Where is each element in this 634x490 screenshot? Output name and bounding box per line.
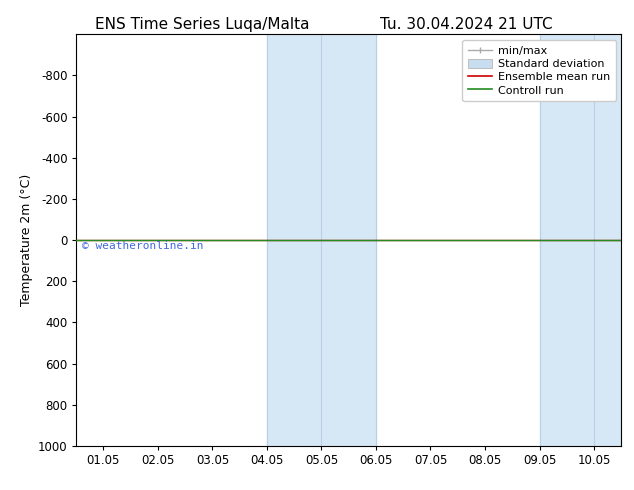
Text: Tu. 30.04.2024 21 UTC: Tu. 30.04.2024 21 UTC [380,17,553,32]
Bar [540,34,621,446]
Text: ENS Time Series Luqa/Malta: ENS Time Series Luqa/Malta [95,17,309,32]
Y-axis label: Temperature 2m (°C): Temperature 2m (°C) [20,174,32,306]
Legend: min/max, Standard deviation, Ensemble mean run, Controll run: min/max, Standard deviation, Ensemble me… [462,40,616,101]
Text: © weatheronline.in: © weatheronline.in [82,241,203,251]
Bar [267,34,376,446]
